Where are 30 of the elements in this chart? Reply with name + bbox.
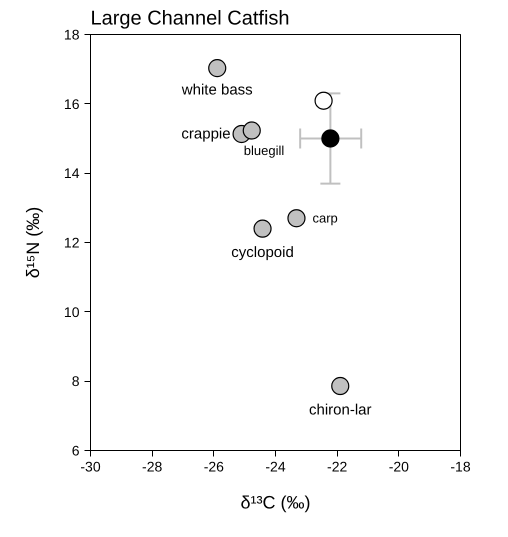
x-tick-label: -22 bbox=[327, 458, 348, 474]
point bbox=[287, 209, 306, 228]
annotation: bluegill bbox=[244, 143, 284, 158]
x-tick-label: -28 bbox=[142, 458, 162, 474]
y-tick-label: 12 bbox=[64, 234, 80, 250]
x-tick-label: -20 bbox=[388, 458, 410, 474]
x-tick-label: -24 bbox=[265, 458, 286, 474]
chart-title: Large Channel Catfish bbox=[90, 8, 290, 30]
x-tick-label: -26 bbox=[204, 458, 224, 474]
y-tick-label: 18 bbox=[64, 26, 80, 42]
y-tick-label: 14 bbox=[64, 165, 80, 182]
point bbox=[208, 59, 226, 78]
y-tick-label: 16 bbox=[64, 96, 80, 112]
annotation: white bass bbox=[180, 82, 253, 99]
annotation: carp bbox=[312, 210, 338, 226]
x-tick-label: -18 bbox=[450, 458, 471, 474]
x-tick-label: -30 bbox=[80, 458, 101, 474]
point bbox=[321, 129, 340, 148]
x-axis-title: δ¹³C (‰) bbox=[240, 492, 310, 512]
y-tick-label: 10 bbox=[64, 304, 80, 320]
y-tick-label: 6 bbox=[72, 442, 80, 458]
annotation: chiron-lar bbox=[308, 402, 372, 419]
point bbox=[331, 376, 350, 396]
point bbox=[253, 220, 272, 238]
point bbox=[314, 92, 333, 110]
point bbox=[242, 121, 261, 140]
annotation: crappie bbox=[181, 125, 231, 142]
y-axis-title: δ¹⁵N (‰) bbox=[22, 206, 43, 278]
annotation: cyclopoid bbox=[231, 244, 294, 262]
y-tick-label: 8 bbox=[72, 373, 80, 390]
